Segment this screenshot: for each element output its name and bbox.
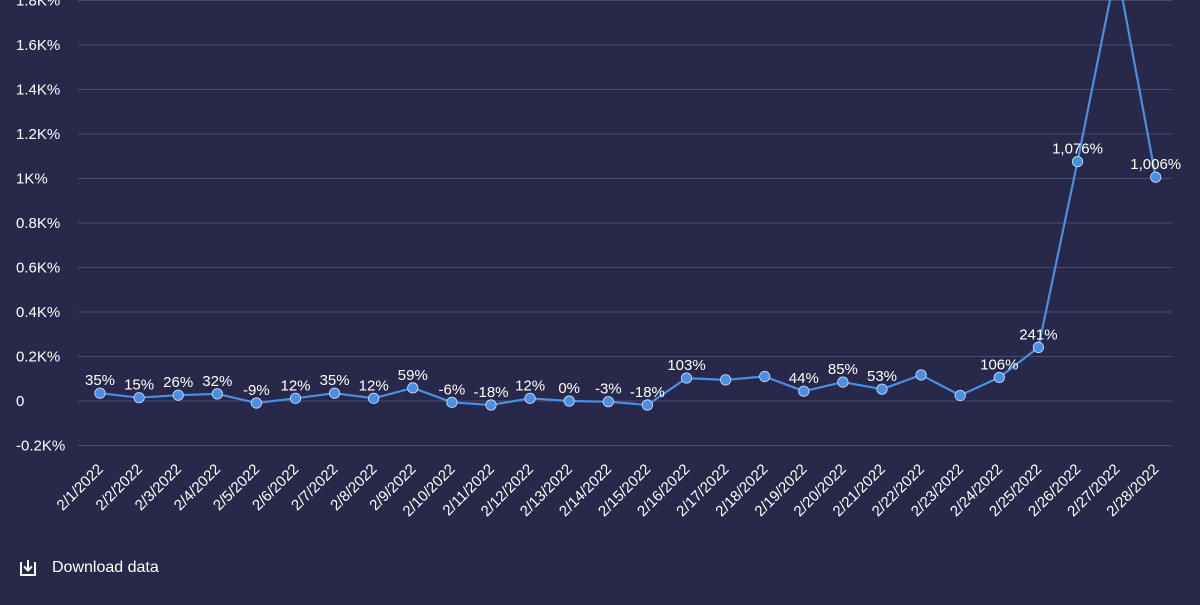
y-tick-label: 0.2K% (16, 349, 60, 366)
data-point (798, 385, 810, 397)
data-point (993, 371, 1005, 384)
series-line (99, 0, 1157, 407)
data-point (719, 374, 732, 386)
data-point (1150, 171, 1162, 183)
data-point (407, 382, 419, 394)
y-tick-label: 1K% (16, 171, 48, 188)
data-point (524, 392, 536, 404)
data-point (563, 395, 575, 407)
data-label: 106% (980, 356, 1018, 373)
data-label: 35% (320, 372, 350, 389)
data-point (485, 399, 497, 411)
data-point (289, 392, 302, 404)
data-label: 85% (828, 361, 858, 378)
data-point (954, 389, 966, 402)
data-label: 26% (163, 374, 193, 391)
data-point (876, 383, 888, 395)
data-label: 1,006% (1130, 156, 1181, 173)
data-point (759, 370, 771, 383)
data-label: -6% (439, 381, 466, 398)
y-tick-label: 0.6K% (16, 260, 60, 277)
data-point (328, 387, 341, 399)
data-label: 12% (515, 377, 545, 394)
data-label: 59% (398, 367, 428, 384)
data-label: 35% (85, 372, 115, 389)
data-label: 0% (558, 380, 580, 397)
download-icon (20, 560, 36, 576)
data-label: 32% (202, 373, 232, 390)
data-point (211, 388, 223, 400)
y-tick-label: 0.4K% (16, 304, 60, 321)
data-point (133, 392, 145, 404)
data-point (641, 399, 654, 411)
data-point (680, 372, 693, 384)
y-tick-label: 1.4K% (16, 82, 60, 99)
download-data-button[interactable]: Download data (18, 556, 159, 580)
data-label: 12% (359, 377, 389, 394)
y-tick-label: 1.6K% (16, 37, 60, 54)
download-data-label: Download data (52, 559, 159, 576)
y-tick-label: 1.2K% (16, 126, 60, 143)
data-point (172, 389, 184, 401)
data-point (915, 369, 927, 381)
data-label: 12% (280, 377, 310, 394)
data-point (446, 396, 458, 408)
data-label: 15% (124, 377, 154, 394)
data-label: 1,076% (1052, 141, 1103, 158)
data-point (250, 397, 262, 409)
y-tick-label: 1.8K% (16, 0, 60, 10)
data-point (1071, 155, 1084, 168)
data-label: 241% (1019, 326, 1057, 343)
data-point (837, 376, 849, 388)
data-point (94, 387, 106, 399)
data-label: -9% (243, 382, 270, 399)
data-label: -3% (595, 381, 622, 398)
data-point (602, 396, 614, 408)
data-point (368, 392, 380, 404)
y-tick-label: -0.2K% (16, 438, 65, 455)
y-tick-label: 0 (16, 393, 24, 410)
data-label: 44% (789, 370, 819, 387)
data-label: 53% (867, 368, 897, 385)
data-point (1032, 341, 1045, 353)
data-label: 103% (667, 357, 705, 374)
data-label: -18% (630, 384, 665, 401)
y-tick-label: 0.8K% (16, 215, 60, 232)
data-label: -18% (473, 384, 508, 401)
